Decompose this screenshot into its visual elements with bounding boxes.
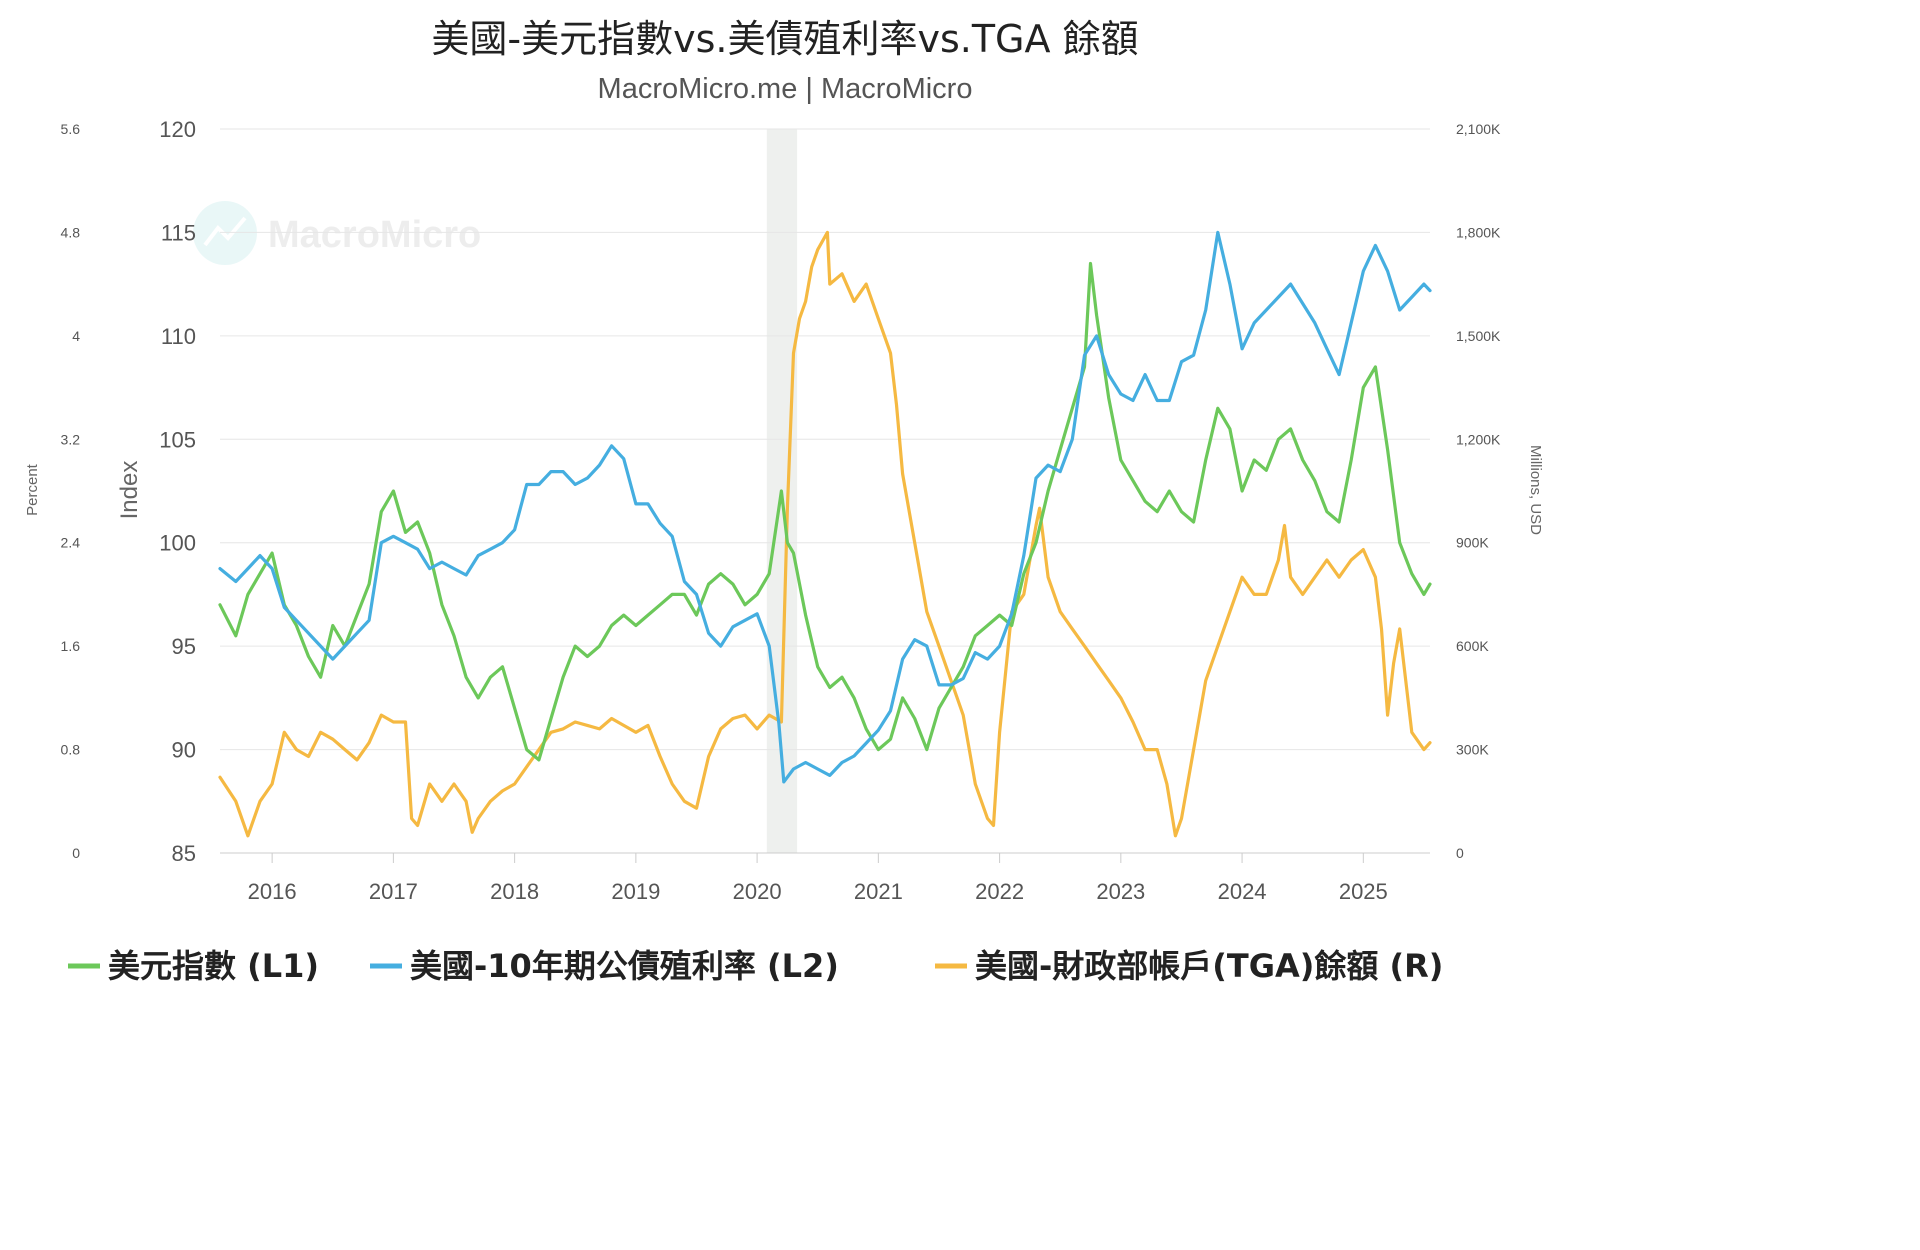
left1-tick-label: 95 — [172, 634, 196, 659]
left1-tick-label: 110 — [161, 324, 196, 349]
chart-title: 美國-美元指數vs.美債殖利率vs.TGA 餘額 — [431, 17, 1138, 61]
legend-label-tga: 美國-財政部帳戶(TGA)餘額 (R) — [975, 947, 1443, 985]
left1-tick-label: 105 — [159, 427, 196, 452]
x-tick-label: 2017 — [369, 879, 418, 904]
legend-item-usd-index[interactable]: 美元指數 (L1) — [68, 947, 319, 985]
left1-tick-label: 100 — [159, 531, 196, 556]
x-tick-label: 2023 — [1096, 879, 1145, 904]
right-tick-label: 1,200K — [1456, 431, 1501, 447]
left2-tick-label: 0 — [72, 845, 80, 861]
left2-tick-label: 4 — [72, 328, 80, 344]
x-tick-label: 2020 — [733, 879, 782, 904]
left1-tick-label: 120 — [159, 117, 196, 142]
right-tick-label: 600K — [1456, 638, 1489, 654]
right-tick-label: 1,500K — [1456, 328, 1501, 344]
legend-item-10y-yield[interactable]: 美國-10年期公債殖利率 (L2) — [370, 947, 839, 985]
series-line-usd-index — [218, 261, 1432, 762]
x-tick-label: 2025 — [1339, 879, 1388, 904]
x-tick-label: 2022 — [975, 879, 1024, 904]
left2-tick-label: 2.4 — [61, 535, 81, 551]
x-tick-label: 2021 — [854, 879, 903, 904]
left1-axis-label: Index — [116, 461, 143, 520]
left2-tick-label: 0.8 — [61, 742, 81, 758]
right-tick-label: 0 — [1456, 845, 1464, 861]
watermark-logo-line-icon — [203, 216, 247, 247]
left1-tick-label: 90 — [172, 738, 196, 763]
legend-label-10y-yield: 美國-10年期公債殖利率 (L2) — [410, 947, 839, 985]
left2-tick-label: 4.8 — [61, 224, 81, 240]
chart-subtitle: MacroMicro.me | MacroMicro — [598, 73, 973, 105]
legend-item-tga[interactable]: 美國-財政部帳戶(TGA)餘額 (R) — [935, 947, 1443, 985]
left1-tick-label: 85 — [172, 841, 196, 866]
legend-label-usd-index: 美元指數 (L1) — [108, 947, 319, 985]
x-tick-label: 2018 — [490, 879, 539, 904]
right-tick-label: 1,800K — [1456, 224, 1501, 240]
right-tick-label: 300K — [1456, 742, 1489, 758]
watermark: MacroMicro — [193, 201, 481, 265]
x-tick-label: 2024 — [1218, 879, 1267, 904]
series-line-10y-yield — [218, 230, 1432, 784]
x-tick-label: 2019 — [611, 879, 660, 904]
chart: 美國-美元指數vs.美債殖利率vs.TGA 餘額 MacroMicro.me |… — [24, 17, 1544, 985]
legend: 美元指數 (L1) 美國-10年期公債殖利率 (L2) 美國-財政部帳戶(TGA… — [68, 947, 1443, 985]
left2-axis-label: Percent — [24, 463, 41, 516]
x-tick-label: 2016 — [248, 879, 297, 904]
right-axis-label: Millions, USD — [1527, 445, 1544, 535]
series-line-tga — [218, 230, 1432, 838]
left2-tick-label: 3.2 — [61, 431, 81, 447]
right-tick-label: 900K — [1456, 535, 1489, 551]
watermark-text: MacroMicro — [268, 214, 481, 256]
left2-tick-label: 1.6 — [61, 638, 81, 654]
right-tick-label: 2,100K — [1456, 121, 1501, 137]
left1-tick-label: 115 — [161, 220, 196, 245]
left2-tick-label: 5.6 — [61, 121, 81, 137]
watermark-logo-icon — [193, 201, 257, 265]
